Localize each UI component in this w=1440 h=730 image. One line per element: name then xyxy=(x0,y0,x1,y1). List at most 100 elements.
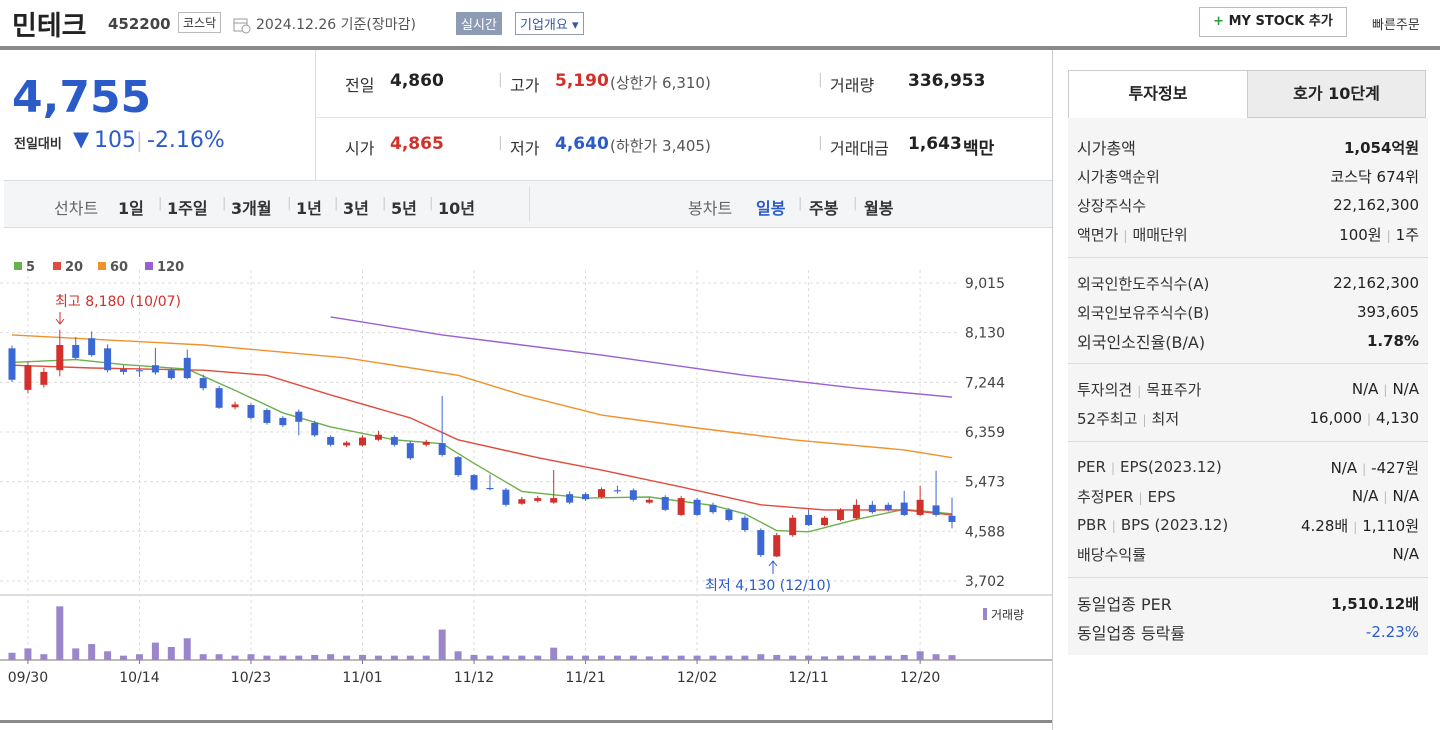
market-badge: 코스닥 xyxy=(178,12,222,33)
calendar-icon xyxy=(233,18,251,34)
info-label: 동일업종 등락률 xyxy=(1077,620,1185,644)
candle-body xyxy=(88,338,96,356)
stock-name: 민테크 xyxy=(12,11,87,42)
volume-bar xyxy=(534,655,542,660)
label-text: EPS xyxy=(1147,487,1176,506)
legend-label: 60 xyxy=(110,260,128,275)
legend-label: 5 xyxy=(26,260,35,275)
info-value: 22,162,300 xyxy=(1333,274,1419,292)
candle-body xyxy=(247,404,255,418)
quote-label: 거래대금 xyxy=(830,139,889,158)
tab-sep: | xyxy=(798,196,803,211)
candle-body xyxy=(582,494,590,500)
label-text: 최저 xyxy=(1151,409,1180,428)
tab-sep: | xyxy=(158,196,163,211)
period-tab[interactable]: 3개월 xyxy=(231,199,272,218)
footer-divider xyxy=(0,720,1052,723)
volume-bar xyxy=(597,655,605,660)
info-row: 동일업종 PER 1,510.12배 xyxy=(1077,589,1419,617)
candle-body xyxy=(279,417,287,426)
volume-bar xyxy=(677,655,685,660)
candle-body xyxy=(693,499,701,515)
quote-sep: | xyxy=(818,72,823,88)
info-value: 1,510.12배 xyxy=(1331,593,1419,614)
candle-body xyxy=(135,370,143,372)
info-row: 동일업종 등락률 -2.23% xyxy=(1077,618,1419,646)
chart-tabs xyxy=(4,180,1052,228)
period-tab[interactable]: 3년 xyxy=(343,199,369,218)
volume-bar xyxy=(311,654,319,660)
candle-body xyxy=(72,344,80,358)
volume-bar xyxy=(104,651,112,660)
label-text: 상장주식수 xyxy=(1077,196,1147,215)
volume-bar xyxy=(327,654,335,660)
quick-order-button[interactable]: 빠른주문 xyxy=(1372,18,1420,33)
label-text: 52주최고 xyxy=(1077,409,1138,428)
label-text: 매매단위 xyxy=(1132,225,1188,244)
info-label: 외국인보유주식수(B) xyxy=(1077,302,1209,323)
quote-label: 고가 xyxy=(510,76,540,95)
candle-body xyxy=(56,344,64,371)
info-label: 시가총액순위 xyxy=(1077,166,1160,187)
period-tab[interactable]: 1일 xyxy=(118,199,144,218)
volume-bar xyxy=(550,647,558,660)
candle-body xyxy=(199,378,207,389)
volume-bar xyxy=(741,655,749,660)
candle-body xyxy=(884,504,892,510)
label-text: 외국인보유주식수(B) xyxy=(1077,303,1210,322)
volume-bar xyxy=(454,651,462,660)
group-divider xyxy=(1068,257,1428,258)
candle-body xyxy=(629,490,637,500)
candle-tab[interactable]: 월봉 xyxy=(864,199,894,218)
y-tick-label: 3,702 xyxy=(965,574,1005,590)
x-tick-label: 10/23 xyxy=(231,670,271,686)
candle-tab[interactable]: 일봉 xyxy=(756,199,786,218)
volume-bar xyxy=(263,655,271,660)
group-divider xyxy=(1068,577,1428,578)
candle-body xyxy=(948,515,956,522)
info-label: 외국인소진율(B/A) xyxy=(1077,329,1205,353)
label-text: 액면가 xyxy=(1077,225,1119,244)
volume-bar xyxy=(502,655,510,660)
realtime-button[interactable]: 실시간 xyxy=(456,12,502,35)
low-annotation: 최저 4,130 (12/10) xyxy=(705,578,831,594)
candle-body xyxy=(502,489,510,505)
volume-bar xyxy=(215,654,223,660)
candle-tab[interactable]: 주봉 xyxy=(809,199,839,218)
info-row: PER | EPS(2023.12) N/A | -427원 xyxy=(1077,453,1419,481)
volume-legend: 거래량 xyxy=(991,608,1024,622)
value-text: 16,000 xyxy=(1309,409,1363,427)
quote-label: 전일 xyxy=(345,76,375,95)
candle-body xyxy=(215,388,223,408)
company-info-label: 기업개요 xyxy=(520,18,568,33)
volume-bar xyxy=(773,654,781,660)
company-info-button[interactable]: 기업개요 ▾ xyxy=(515,12,584,35)
volume-bar xyxy=(8,652,16,660)
side-tab[interactable]: 투자정보 xyxy=(1068,70,1248,118)
candle-body xyxy=(390,436,398,445)
candle-body xyxy=(645,499,653,503)
candle-body xyxy=(661,496,669,510)
quote-value: 1,643 xyxy=(908,134,962,154)
candle-body xyxy=(900,502,908,515)
info-value: N/A | -427원 xyxy=(1330,458,1419,477)
period-tab[interactable]: 5년 xyxy=(391,199,417,218)
period-tab[interactable]: 1주일 xyxy=(167,199,208,218)
info-value: N/A xyxy=(1392,545,1419,563)
down-arrow: ▼ xyxy=(73,127,90,151)
tab-sep: | xyxy=(382,196,387,211)
label-text: 외국인소진율(B/A) xyxy=(1077,333,1206,352)
candle-body xyxy=(789,517,797,536)
current-price: 4,755 xyxy=(12,72,152,123)
period-tab[interactable]: 1년 xyxy=(296,199,322,218)
candle-body xyxy=(566,494,574,503)
value-text: 1주 xyxy=(1395,225,1419,244)
high-arrow xyxy=(55,312,65,325)
mystock-button[interactable]: + MY STOCK 추가 xyxy=(1199,7,1347,37)
period-tab[interactable]: 10년 xyxy=(438,199,475,218)
tab-sep: | xyxy=(222,196,227,211)
x-tick-label: 12/11 xyxy=(788,670,828,686)
candle-body xyxy=(677,498,685,515)
quote-sep: | xyxy=(818,135,823,151)
side-tab[interactable]: 호가 10단계 xyxy=(1248,70,1426,118)
